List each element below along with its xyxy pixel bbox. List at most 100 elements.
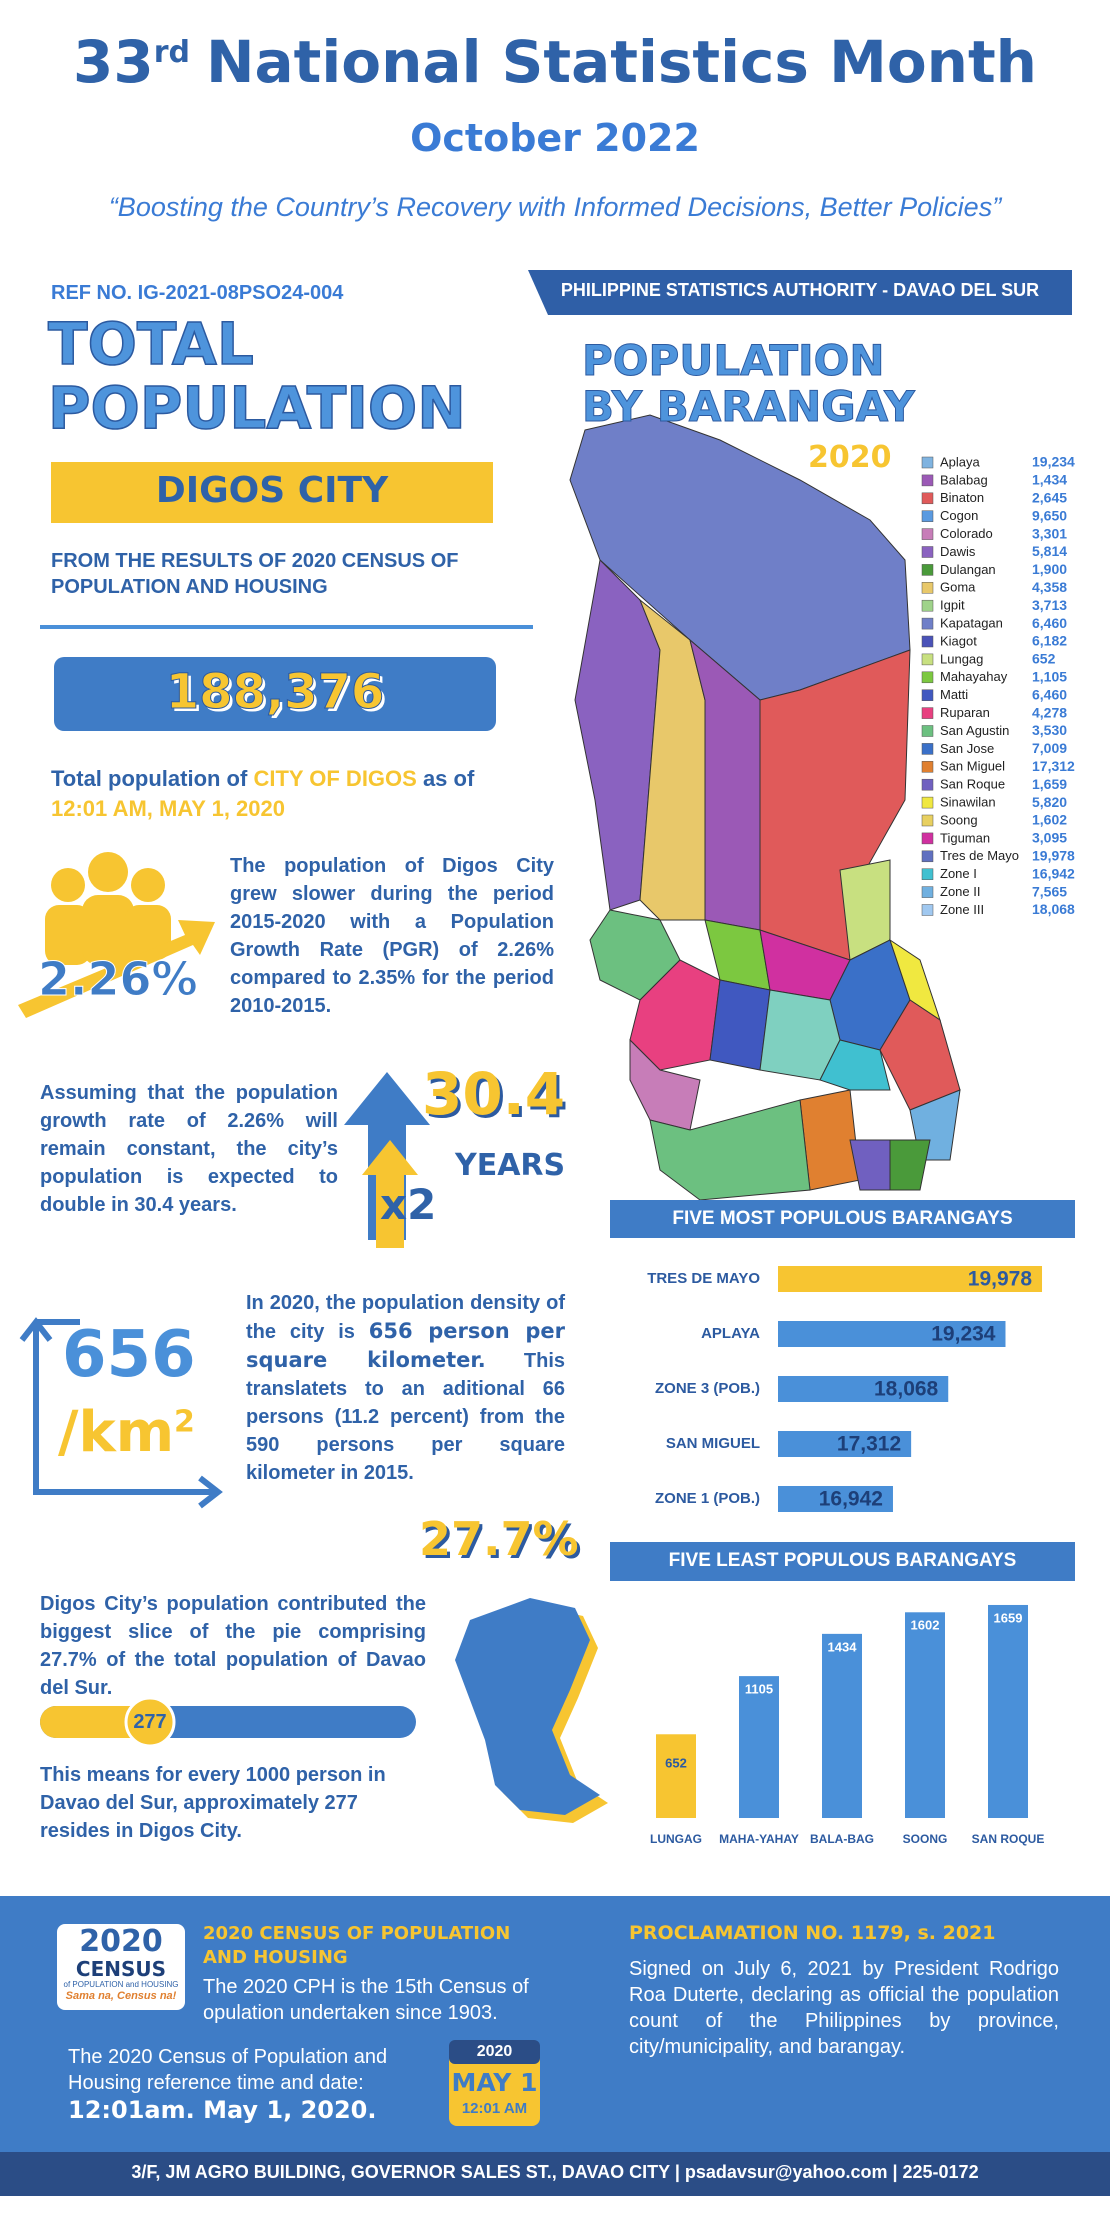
value-label: 652: [665, 1756, 687, 1771]
unit-exp: 2: [174, 1404, 195, 1440]
legend-swatch: [921, 671, 934, 684]
note-text: as of: [416, 766, 475, 791]
category-label: SOONG: [903, 1832, 948, 1846]
legend-name: Igpit: [940, 598, 965, 613]
legend-name: Colorado: [940, 526, 993, 541]
calendar-year: 2020: [476, 2043, 513, 2060]
total-box: [54, 657, 496, 731]
city-name: DIGOS CITY: [155, 470, 389, 511]
barangay-map: [569, 414, 961, 1201]
calendar-date: MAY 1: [451, 2068, 538, 2097]
people-icon: [18, 852, 215, 1018]
share-text2: This means for every 1000 person in Dava…: [40, 1764, 386, 1842]
legend-swatch: [921, 904, 934, 916]
legend-swatch: [921, 743, 934, 755]
legend-value: 9,650: [1032, 507, 1067, 523]
legend-value: 6,460: [1032, 615, 1067, 631]
legend-name: San Jose: [940, 741, 994, 756]
legend-name: Zone I: [940, 866, 977, 881]
value-label: 19,234: [931, 1323, 996, 1346]
title-suffix: rd: [153, 34, 190, 70]
value-label: 18,068: [874, 1378, 939, 1401]
legend-value: 19,234: [1032, 454, 1075, 470]
bar: [778, 1321, 1006, 1347]
legend-swatch: [921, 653, 934, 666]
legend-value: 19,978: [1032, 848, 1075, 864]
multiplier: x2: [380, 1180, 437, 1229]
barangay-year: 2020: [808, 440, 892, 475]
category-label: MAHA-YAHAY: [719, 1832, 799, 1846]
legend-value: 16,942: [1032, 865, 1075, 881]
legend-value: 6,460: [1032, 686, 1067, 702]
category-label: SAN MIGUEL: [666, 1435, 760, 1452]
legend-swatch: [921, 582, 934, 594]
slider-value: 277: [133, 1711, 167, 1733]
address-bar: [0, 2152, 1110, 2196]
legend-name: San Roque: [940, 777, 1005, 792]
bar: [778, 1486, 893, 1512]
legend-swatch: [921, 492, 934, 505]
value-label: 17,312: [837, 1433, 901, 1456]
value-label: 16,942: [819, 1488, 883, 1511]
legend-value: 3,713: [1032, 597, 1067, 613]
logo-year: 2020: [79, 1924, 163, 1959]
legend-value: 1,602: [1032, 812, 1067, 828]
legend-name: Tres de Mayo: [940, 848, 1019, 863]
reference-text: The 2020 Census of Population and Housin…: [68, 2046, 388, 2094]
arrow-icon: [362, 1140, 418, 1248]
note-text: Total population of: [51, 766, 254, 791]
legend-swatch: [921, 796, 934, 809]
reference-datetime: 12:01am. May 1, 2020.: [68, 2096, 377, 2124]
legend-value: 4,278: [1032, 704, 1067, 720]
note-highlight: CITY OF DIGOS: [253, 766, 417, 791]
legend-swatch: [921, 510, 934, 522]
chart-header-bg: [610, 1200, 1075, 1238]
theme: “Boosting the Country’s Recovery with In…: [108, 192, 1002, 222]
legend-value: 7,565: [1032, 883, 1067, 899]
bar: [778, 1266, 1043, 1292]
legend-swatch: [921, 814, 934, 827]
bar: [778, 1431, 912, 1457]
value-label: 1659: [994, 1610, 1023, 1625]
legend-swatch: [921, 761, 934, 773]
growth-text: The population of Digos City grew slower…: [230, 855, 554, 1017]
legend-name: Ruparan: [940, 705, 990, 720]
legend-swatch: [921, 707, 934, 719]
legend-value: 652: [1032, 651, 1056, 667]
proclamation-text: Signed on July 6, 2021 by President Rodr…: [629, 1958, 1059, 2058]
province-shape: [455, 1598, 600, 1815]
share-text: Digos City’s population contributed the …: [40, 1593, 426, 1699]
legend-name: Mahayahay: [940, 669, 1008, 684]
legend-swatch: [921, 564, 934, 576]
legend-swatch: [921, 850, 934, 863]
legend-swatch: [921, 689, 934, 701]
heading-line: POPULATION: [47, 374, 466, 442]
doubling-text: Assuming that the population growth rate…: [40, 1082, 338, 1216]
legend-swatch: [921, 456, 934, 469]
banner-text: PHILIPPINE STATISTICS AUTHORITY - DAVAO …: [560, 280, 1040, 300]
bar: [905, 1612, 945, 1818]
category-label: BALA-BAG: [810, 1832, 874, 1846]
slider-knob: [124, 1696, 176, 1748]
legend-value: 2,645: [1032, 490, 1067, 506]
chart-title: FIVE MOST POPULOUS BARANGAYS: [672, 1208, 1013, 1229]
logo-slogan: Sama na, Census na!: [65, 1990, 177, 2002]
text: In 2020, the population density of the c…: [246, 1292, 565, 1343]
legend-value: 6,182: [1032, 633, 1067, 649]
legend-name: Kapatagan: [940, 616, 1003, 631]
legend-value: 3,301: [1032, 525, 1067, 541]
legend-name: Dawis: [940, 544, 976, 559]
density-unit: /km2: [58, 1400, 195, 1465]
legend-value: 1,900: [1032, 561, 1067, 577]
legend-value: 3,530: [1032, 722, 1067, 738]
value-label: 1602: [911, 1618, 940, 1633]
census-title: 2020 CENSUS OF POPULATION AND HOUSING: [203, 1923, 511, 1968]
category-label: APLAYA: [701, 1325, 760, 1342]
legend-swatch: [921, 635, 934, 648]
title: 33rd National Statistics Month: [0, 28, 1110, 96]
legend-swatch: [921, 546, 934, 558]
note-highlight: 12:01 AM, MAY 1, 2020: [51, 796, 285, 821]
legend-name: Soong: [940, 812, 978, 827]
category-label: LUNGAG: [650, 1832, 702, 1846]
category-label: SAN ROQUE: [972, 1832, 1045, 1846]
